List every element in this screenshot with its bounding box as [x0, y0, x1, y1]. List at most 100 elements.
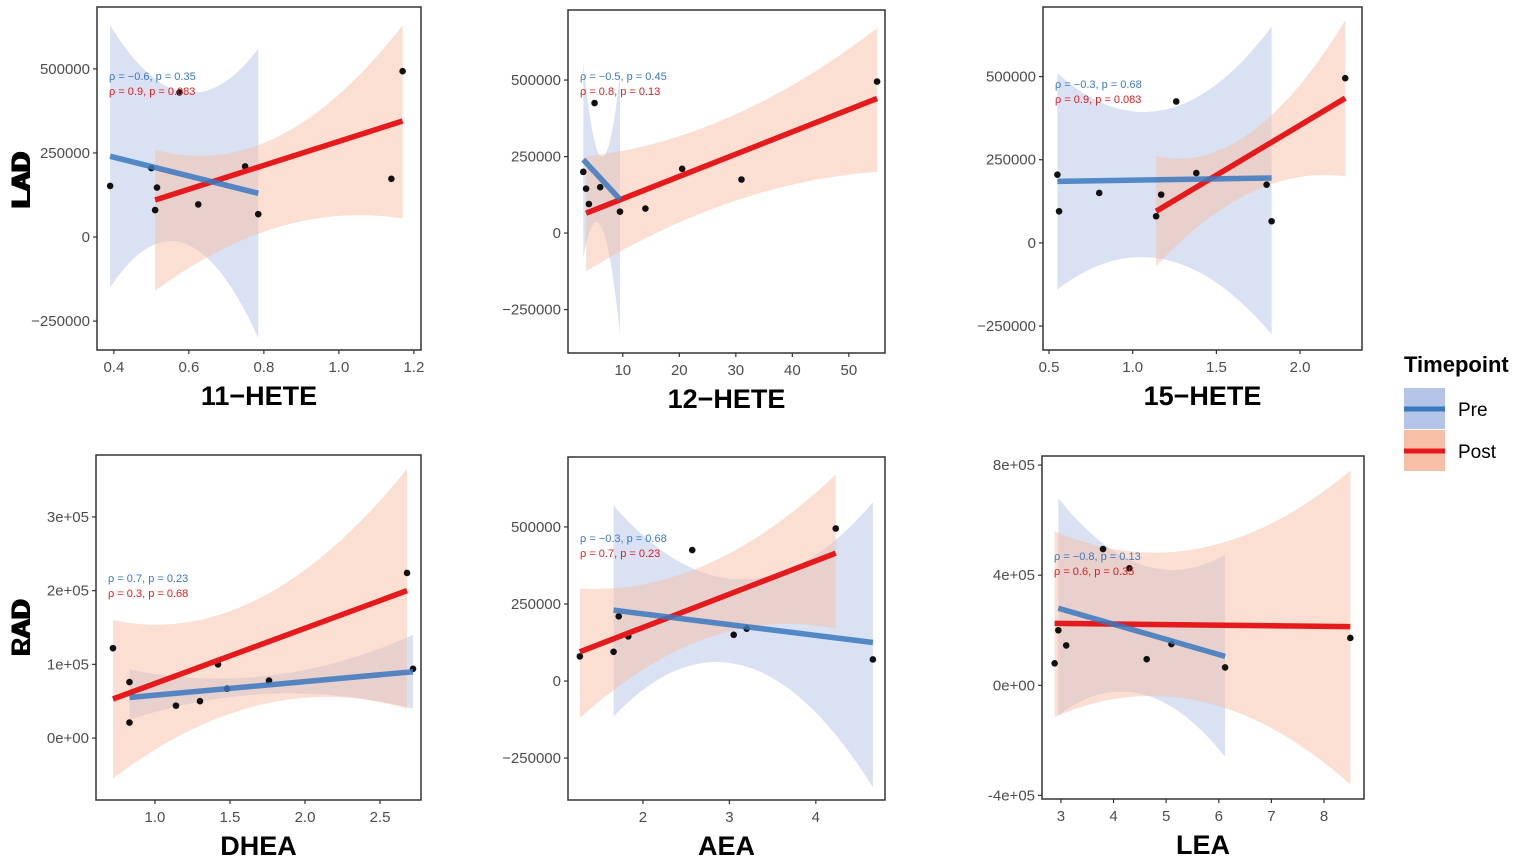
rho-value: ρ = −0.3, [1055, 79, 1102, 91]
data-point [106, 182, 114, 190]
y-tick-label: 500000 [511, 72, 561, 89]
x-tick-label: 7 [1267, 808, 1275, 825]
rho-value: ρ = −0.5, [580, 71, 627, 83]
y-tick-label: 0 [553, 225, 561, 242]
data-point [873, 78, 881, 85]
data-point [1099, 545, 1107, 553]
panel-5: 2 3 4 −250000 0 250000 500000 AEA LAD ρ = −0.3, p… [6, 456, 886, 861]
data-point [403, 569, 411, 577]
data-point [1126, 565, 1133, 572]
pre-regression-line [129, 668, 414, 701]
y-tick-label: 2e+05 [47, 583, 89, 600]
x-tick-label: 30 [727, 362, 744, 379]
data-point [176, 89, 183, 96]
data-point [1341, 74, 1349, 82]
rho-value: ρ = 0.9, [1055, 94, 1095, 106]
data-point [738, 176, 745, 183]
x-tick-label: 50 [840, 362, 857, 379]
rho-value: ρ = 0.8, [580, 86, 620, 98]
x-tick-label: 1.0 [1122, 359, 1143, 376]
rho-value: ρ = 0.7, [580, 548, 620, 560]
p-value: p = 0.083 [1095, 94, 1141, 106]
x-tick-label: 0.5 [1039, 359, 1060, 376]
panels: 0.4 0.6 0.8 1.0 1.2−250000025000050000011−HE… [6, 6, 1365, 861]
p-value: p = 0.35 [1094, 566, 1134, 578]
data-point [1051, 659, 1058, 667]
rho-value: ρ = 0.9, [109, 86, 149, 98]
y-tick-label: 500000 [40, 61, 90, 78]
panel-frame [567, 9, 886, 354]
legend-title: Timepoint [1404, 352, 1509, 377]
y-tick-label: 0e+00 [993, 677, 1035, 694]
data-point [576, 653, 584, 660]
y-tick-label: 0 [82, 229, 90, 246]
panel-1: 0.4 0.6 0.8 1.0 1.2 −250000 0 250000 500000 11−HE… [6, 6, 424, 411]
data-point [616, 208, 624, 215]
p-value: p = 0.083 [149, 86, 195, 98]
x-tick-label: 4 [812, 809, 820, 826]
p-value: p = 0.13 [620, 86, 660, 98]
data-point [172, 702, 180, 709]
data-point [388, 175, 395, 183]
pre-regression-line [613, 607, 874, 646]
y-axis-title: LAD [6, 601, 36, 657]
p-value: p = 0.13 [1101, 551, 1141, 563]
y-tick-label: 250000 [511, 596, 561, 613]
data-point [610, 648, 617, 656]
pre-regression-line [109, 153, 259, 196]
p-value: p = 0.68 [148, 588, 188, 600]
x-tick-label: 2.5 [370, 809, 391, 826]
post-correlation-annotation: ρ = 0.3, p = 0.68 [108, 588, 188, 600]
x-axis-title: DHEA [220, 831, 297, 861]
x-axis-title: 12−HETE [668, 384, 786, 414]
y-tick-label: 0 [553, 673, 561, 690]
data-point [869, 656, 877, 663]
y-tick-label: 0e+00 [47, 730, 89, 747]
x-tick-label: 1.5 [1206, 359, 1227, 376]
data-point [579, 168, 587, 176]
x-tick-label: 20 [671, 362, 688, 379]
data-point [591, 99, 598, 107]
y-axis-title: LAD [6, 151, 36, 207]
p-value: p = 0.35 [156, 71, 196, 83]
p-value: p = 0.68 [1102, 79, 1142, 91]
post-confidence-ribbon [113, 469, 407, 779]
panel-6: 3 4 5 6 7 8 -4e+05 0e+00 4e+05 8e+05 LEA LAD ρ = −0.… [6, 455, 1365, 860]
pre-regression-line [581, 157, 623, 202]
legend-label-post: Post [1458, 442, 1497, 463]
data-point [254, 210, 262, 218]
rho-value: ρ = 0.6, [1054, 566, 1094, 578]
x-tick-label: 1.0 [145, 809, 166, 826]
y-tick-label: 1e+05 [47, 656, 89, 673]
x-tick-label: 1.2 [403, 359, 424, 376]
pre-regression-line [1057, 605, 1226, 660]
data-point [1172, 98, 1180, 105]
data-point [109, 644, 117, 652]
pre-correlation-annotation: ρ = −0.6, p = 0.35 [109, 71, 196, 83]
y-tick-label: −250000 [502, 750, 561, 767]
x-tick-label: 3 [1057, 808, 1065, 825]
y-tick-label: 500000 [511, 519, 561, 536]
rho-value: ρ = −0.8, [1054, 551, 1101, 563]
x-tick-label: 2.0 [295, 809, 316, 826]
data-point [832, 525, 840, 532]
y-axis-title: RAD [6, 598, 36, 657]
y-tick-label: 0 [1028, 235, 1036, 252]
legend-label-pre: Pre [1458, 400, 1488, 421]
plot-area [579, 28, 881, 334]
data-point [688, 546, 696, 554]
p-value: p = 0.45 [627, 71, 667, 83]
pre-correlation-annotation: ρ = −0.3, p = 0.68 [580, 533, 667, 545]
plot-area [106, 25, 406, 338]
p-value: p = 0.23 [620, 548, 660, 560]
data-point [1143, 655, 1151, 663]
x-tick-label: 0.4 [103, 359, 124, 376]
data-point [1221, 664, 1229, 671]
post-regression-line [1054, 620, 1351, 630]
pre-regression-line [1057, 175, 1272, 185]
plot-area [576, 474, 877, 788]
data-point [1095, 189, 1103, 197]
x-axis-title: LEA [1176, 830, 1230, 860]
plot-area [109, 469, 417, 779]
